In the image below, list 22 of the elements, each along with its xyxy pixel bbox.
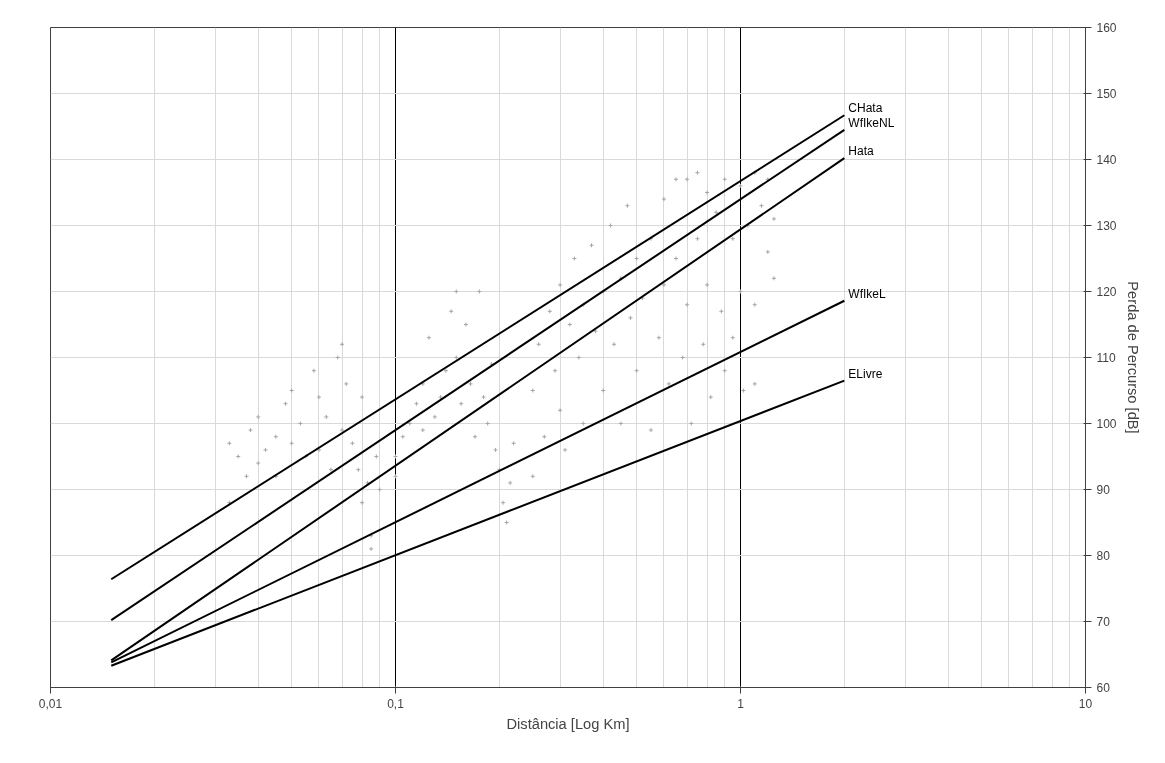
y-tick-label: 90 — [1096, 483, 1111, 497]
x-axis-title: Distância [Log Km] — [506, 715, 630, 732]
series-label: WfIkeNL — [848, 115, 895, 130]
y-tick-label: 110 — [1096, 351, 1116, 365]
y-tick-label: 70 — [1096, 615, 1111, 629]
x-tick-label: 10 — [1078, 696, 1093, 711]
x-tick-label: 0,1 — [387, 696, 405, 711]
y-tick-label: 140 — [1096, 153, 1117, 167]
series-label: Hata — [848, 144, 875, 159]
y-tick-label: 160 — [1096, 21, 1117, 35]
y-tick-label: 150 — [1096, 87, 1117, 101]
y-tick-label: 80 — [1096, 549, 1111, 563]
x-tick-label: 0,01 — [38, 696, 63, 711]
y-tick-label: 100 — [1096, 417, 1117, 431]
x-tick-label: 1 — [737, 696, 745, 711]
y-tick-label: 120 — [1096, 285, 1117, 299]
series-label: ELivre — [848, 366, 883, 381]
series-label: CHata — [848, 101, 883, 116]
y-tick-label: 130 — [1096, 219, 1117, 233]
y-axis-title: Perda de Percurso [dB] — [1124, 281, 1141, 434]
y-tick-label: 60 — [1096, 681, 1111, 695]
series-label: WfIkeL — [848, 286, 887, 301]
